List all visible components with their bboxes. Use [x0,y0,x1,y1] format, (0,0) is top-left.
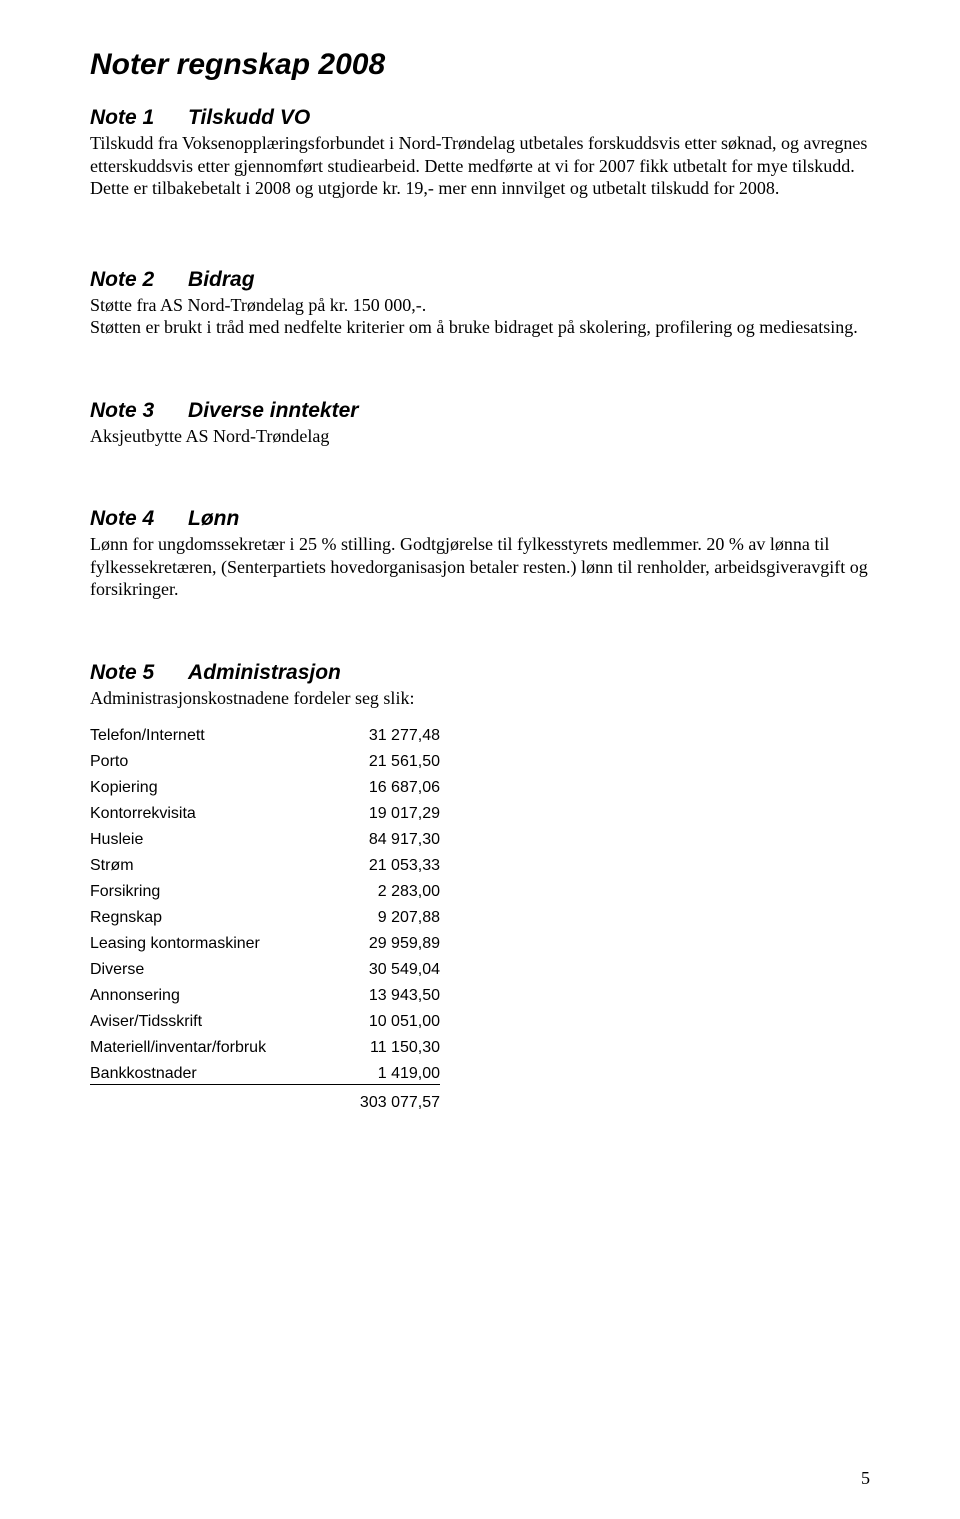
cost-total-value: 303 077,57 [320,1095,440,1111]
cost-value: 31 277,48 [320,728,440,744]
cost-row: Diverse30 549,04 [90,957,870,983]
cost-table: Telefon/Internett31 277,48Porto21 561,50… [90,723,870,1116]
cost-label: Leasing kontormaskiner [90,936,320,952]
cost-total-row: 303 077,57 [90,1090,870,1116]
cost-label: Telefon/Internett [90,728,320,744]
cost-row: Strøm21 053,33 [90,853,870,879]
cost-total-label [90,1095,320,1111]
cost-row: Telefon/Internett31 277,48 [90,723,870,749]
cost-row: Husleie84 917,30 [90,827,870,853]
note-1-title: Tilskudd VO [188,106,310,129]
note-3-title: Diverse inntekter [188,399,358,422]
cost-row: Kontorrekvisita19 017,29 [90,801,870,827]
note-1-num: Note 1 [90,106,154,129]
page-title: Noter regnskap 2008 [90,48,870,82]
cost-label: Forsikring [90,884,320,900]
cost-value: 10 051,00 [320,1014,440,1030]
note-4-title: Lønn [188,507,239,530]
note-2-title: Bidrag [188,268,255,291]
cost-row: Forsikring2 283,00 [90,879,870,905]
cost-row: Bankkostnader1 419,00 [90,1061,870,1090]
note-2-heading: Note 2 Bidrag [90,268,870,292]
cost-value: 9 207,88 [320,910,440,926]
cost-label: Kontorrekvisita [90,806,320,822]
cost-row: Kopiering16 687,06 [90,775,870,801]
cost-value: 1 419,00 [320,1066,440,1085]
cost-label: Diverse [90,962,320,978]
cost-value: 30 549,04 [320,962,440,978]
note-3-heading: Note 3 Diverse inntekter [90,399,870,423]
note-5-num: Note 5 [90,661,154,684]
note-5-title: Administrasjon [188,661,341,684]
note-5-heading: Note 5 Administrasjon [90,661,870,685]
note-4-num: Note 4 [90,507,154,530]
cost-label: Strøm [90,858,320,874]
cost-value: 13 943,50 [320,988,440,1004]
cost-label: Annonsering [90,988,320,1004]
cost-value: 19 017,29 [320,806,440,822]
cost-label: Kopiering [90,780,320,796]
note-3-body: Aksjeutbytte AS Nord-Trøndelag [90,425,870,448]
note-5-body: Administrasjonskostnadene fordeler seg s… [90,687,870,710]
cost-value: 84 917,30 [320,832,440,848]
note-1-body: Tilskudd fra Voksenopplæringsforbundet i… [90,132,870,200]
cost-label: Bankkostnader [90,1066,320,1085]
note-4-body: Lønn for ungdomssekretær i 25 % stilling… [90,533,870,601]
cost-row: Aviser/Tidsskrift10 051,00 [90,1009,870,1035]
cost-value: 21 561,50 [320,754,440,770]
cost-label: Regnskap [90,910,320,926]
cost-value: 16 687,06 [320,780,440,796]
cost-row: Leasing kontormaskiner29 959,89 [90,931,870,957]
cost-row: Materiell/inventar/forbruk11 150,30 [90,1035,870,1061]
cost-value: 2 283,00 [320,884,440,900]
cost-label: Husleie [90,832,320,848]
cost-value: 29 959,89 [320,936,440,952]
note-2-body: Støtte fra AS Nord-Trøndelag på kr. 150 … [90,294,870,339]
page-number: 5 [861,1468,870,1489]
cost-row: Regnskap9 207,88 [90,905,870,931]
cost-value: 11 150,30 [320,1040,440,1056]
cost-label: Materiell/inventar/forbruk [90,1040,320,1056]
note-4-heading: Note 4 Lønn [90,507,870,531]
note-2-num: Note 2 [90,268,154,291]
note-3-num: Note 3 [90,399,154,422]
note-1-heading: Note 1 Tilskudd VO [90,106,870,130]
cost-row: Annonsering13 943,50 [90,983,870,1009]
cost-value: 21 053,33 [320,858,440,874]
cost-row: Porto21 561,50 [90,749,870,775]
cost-label: Aviser/Tidsskrift [90,1014,320,1030]
cost-label: Porto [90,754,320,770]
